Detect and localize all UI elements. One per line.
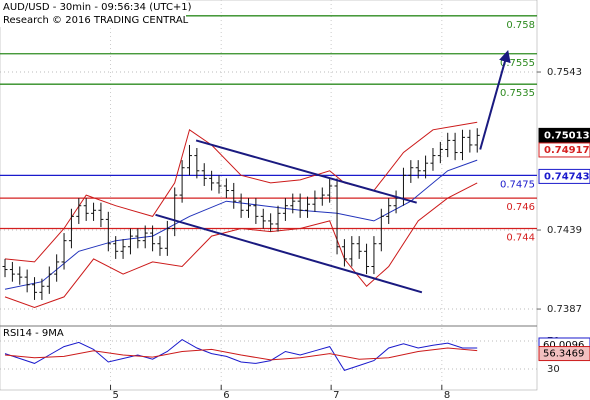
x-tick-label: 8 <box>444 390 450 400</box>
x-tick-label: 7 <box>333 390 339 400</box>
rsi-line <box>4 338 478 371</box>
y-tick-label: 0.7439 <box>547 225 582 236</box>
x-tick-label: 6 <box>223 390 229 400</box>
price-tag-label: 0.74743 <box>544 171 590 182</box>
chart-subtitle: Research © 2016 TRADING CENTRAL <box>3 15 189 26</box>
indicator-line <box>4 182 478 309</box>
level-label: 0.758 <box>506 20 535 31</box>
rsi-tag <box>538 346 590 362</box>
channel-line <box>195 139 417 204</box>
level-label: 0.746 <box>506 202 535 213</box>
y-tick-label: 0.7543 <box>547 67 582 78</box>
forecast-arrow <box>479 49 511 150</box>
rsi-line <box>4 347 478 361</box>
level-label: 0.7535 <box>500 88 535 99</box>
price-tag <box>538 127 590 143</box>
chart-title: AUD/USD - 30min - 09:56:34 (UTC+1) <box>3 2 192 13</box>
price-tag-label: 0.75013 <box>544 130 590 141</box>
rsi-tag-label: 56.3469 <box>543 349 584 360</box>
y-tick-label: 30 <box>547 364 560 375</box>
x-tick-label: 5 <box>113 390 119 400</box>
level-label: 0.7555 <box>500 58 535 69</box>
level-label: 0.7475 <box>500 179 535 190</box>
indicator-line <box>4 121 478 263</box>
price-tag-label: 0.74917 <box>544 145 590 156</box>
title-bg <box>0 0 186 27</box>
price-tag <box>538 168 590 184</box>
price-tag <box>538 142 590 158</box>
indicator-line <box>4 159 478 290</box>
rsi-tag-label: 60.0096 <box>543 340 584 351</box>
plot-frame <box>0 0 538 391</box>
panel-title: RSI14 - 9MA <box>3 328 64 339</box>
level-label: 0.744 <box>506 233 535 244</box>
channel-line <box>155 213 423 294</box>
y-tick-label: 0.7387 <box>547 304 582 315</box>
